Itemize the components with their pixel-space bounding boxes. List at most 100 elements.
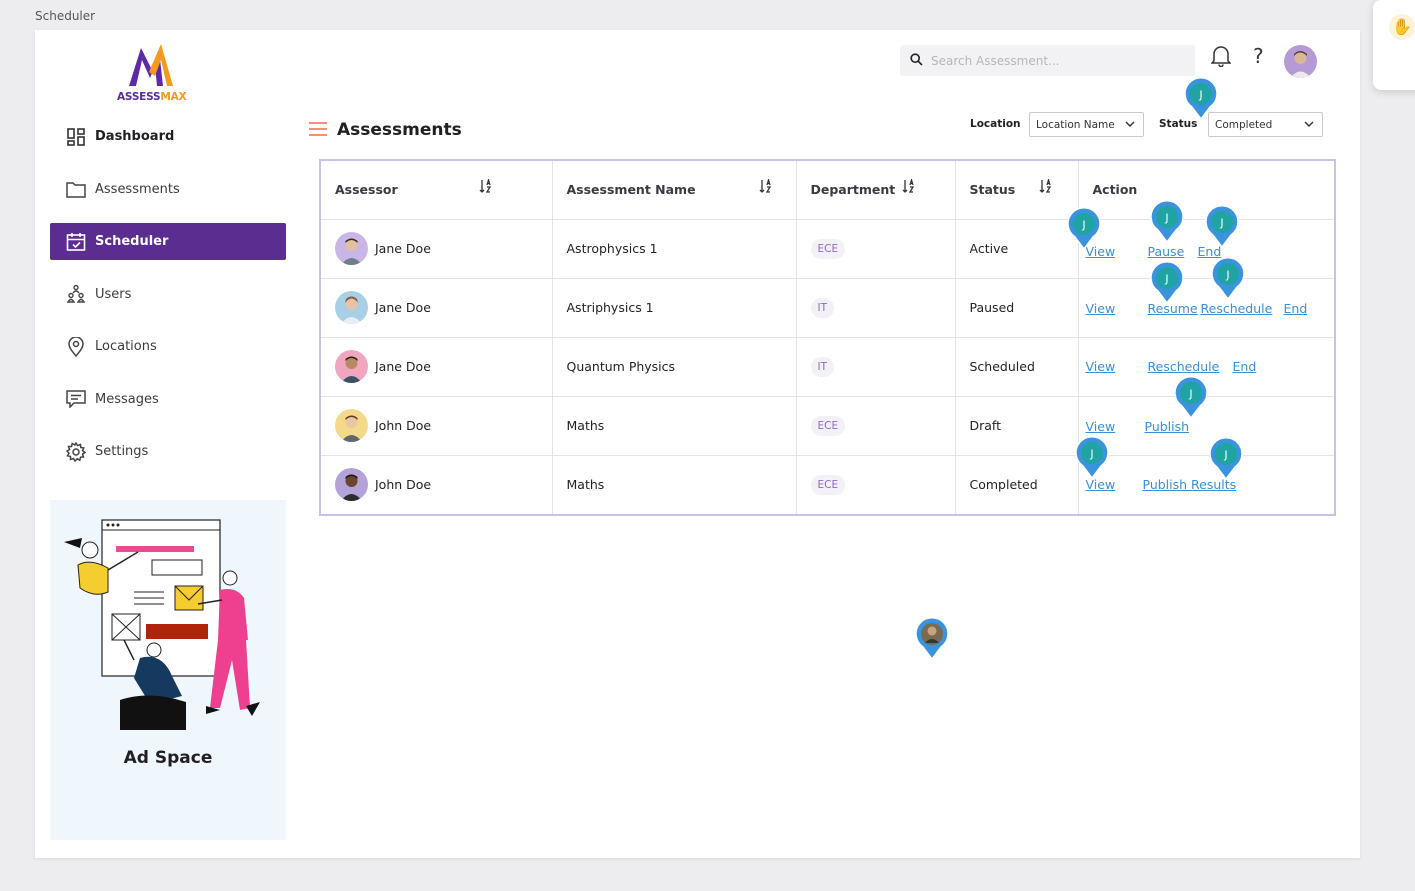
svg-text:J: J — [1198, 89, 1202, 102]
column-label: Action — [1092, 182, 1138, 198]
page-title: Assessments — [337, 120, 462, 140]
sort-icon[interactable] — [759, 179, 773, 193]
ad-title: Ad Space — [123, 748, 213, 768]
department-badge: ECE — [810, 474, 846, 495]
sidebar-item-assessments[interactable]: Assessments — [50, 171, 286, 208]
end-link[interactable]: End — [1232, 358, 1257, 374]
assessor-avatar — [335, 232, 368, 265]
view-link[interactable]: View — [1085, 476, 1116, 492]
sort-icon[interactable] — [1039, 179, 1053, 193]
avatar[interactable] — [1284, 45, 1317, 78]
view-link[interactable]: View — [1085, 300, 1116, 316]
sidebar-item-label: Messages — [95, 391, 159, 407]
view-link[interactable]: View — [1085, 418, 1116, 434]
svg-text:J: J — [1081, 219, 1085, 232]
comment-pin[interactable]: J — [1148, 199, 1186, 244]
assessment-name: Maths — [552, 455, 797, 514]
comment-pin[interactable]: J — [1182, 76, 1220, 121]
end-link[interactable]: End — [1283, 300, 1308, 316]
status-text: Completed — [955, 455, 1079, 514]
svg-text:J: J — [1219, 217, 1223, 230]
table-row: Jane Doe Astrophysics 1 ECE Active View … — [321, 219, 1334, 279]
logo-text: ASSESSMAX — [117, 91, 187, 103]
sidebar-item-label: Settings — [95, 444, 149, 459]
reschedule-link[interactable]: Reschedule — [1200, 300, 1273, 316]
search-input[interactable] — [931, 53, 1171, 68]
view-link[interactable]: View — [1085, 358, 1116, 374]
sidebar-item-locations[interactable]: Locations — [50, 328, 286, 365]
publish-link[interactable]: Publish — [1144, 418, 1190, 434]
assessor-avatar — [335, 350, 368, 383]
sort-icon[interactable] — [479, 179, 493, 193]
status-select[interactable]: Completed — [1208, 112, 1323, 137]
resume-link[interactable]: Resume — [1147, 300, 1198, 316]
comment-pin-avatar[interactable] — [913, 616, 951, 661]
column-label: Status — [969, 182, 1016, 198]
location-pin-icon — [66, 336, 86, 357]
assessor-name: Jane Doe — [375, 300, 431, 315]
assessor-name: Jane Doe — [375, 359, 431, 374]
assessor-name: John Doe — [375, 418, 432, 433]
department-badge: IT — [810, 356, 835, 377]
message-icon — [66, 389, 86, 409]
comment-pin[interactable]: J — [1148, 260, 1186, 305]
comment-pin[interactable]: J — [1207, 436, 1245, 481]
column-header-assessment-name[interactable]: Assessment Name — [552, 161, 797, 220]
sort-icon[interactable] — [902, 179, 916, 193]
pause-link[interactable]: Pause — [1147, 243, 1185, 259]
assessor-name: John Doe — [375, 477, 432, 493]
sidebar-item-dashboard[interactable]: Dashboard — [50, 118, 286, 155]
column-label: Assessment Name — [566, 182, 696, 198]
svg-text:J: J — [1188, 388, 1192, 401]
column-header-department[interactable]: Department — [796, 161, 956, 220]
bell-icon[interactable] — [1210, 45, 1232, 71]
app-card: ASSESSMAX Dashboard Assessments Schedule… — [35, 30, 1360, 858]
column-label: Department — [810, 182, 896, 198]
ad-illustration — [64, 519, 260, 730]
sidebar-item-scheduler[interactable]: Scheduler — [50, 223, 286, 260]
dashboard-icon — [66, 127, 86, 147]
assessment-name: Astrophysics 1 — [552, 219, 797, 279]
sidebar-item-settings[interactable]: Settings — [50, 433, 286, 470]
status-text: Scheduled — [955, 337, 1079, 397]
search-bar[interactable] — [900, 45, 1195, 76]
reschedule-link[interactable]: Reschedule — [1147, 358, 1220, 374]
end-link[interactable]: End — [1197, 243, 1222, 259]
status-text: Paused — [955, 278, 1079, 338]
table-row: Jane Doe Quantum Physics IT Scheduled Vi… — [321, 337, 1334, 397]
column-header-assessor[interactable]: Assessor — [321, 161, 553, 220]
location-select[interactable]: Location Name — [1029, 112, 1144, 137]
feedback-widget[interactable]: ✋ — [1373, 0, 1415, 90]
status-filter-label: Status — [1159, 118, 1198, 130]
comment-pin[interactable]: J — [1073, 435, 1111, 480]
hamburger-menu-icon[interactable] — [309, 121, 327, 140]
calendar-icon — [66, 232, 86, 252]
assessor-avatar — [335, 468, 368, 502]
comment-pin[interactable]: J — [1203, 204, 1241, 249]
sidebar-item-label: Users — [95, 286, 132, 302]
help-icon[interactable]: ? — [1253, 44, 1264, 68]
department-badge: ECE — [810, 238, 846, 259]
comment-pin[interactable]: J — [1209, 256, 1247, 301]
sidebar-item-label: Dashboard — [95, 129, 175, 144]
assessments-table: Assessor Assessment Name Department Stat… — [319, 159, 1336, 516]
publish-results-link[interactable]: Publish Results — [1142, 476, 1237, 492]
assessment-name: Astriphysics 1 — [552, 278, 797, 338]
table-row: John Doe Maths ECE Draft View Publish — [321, 396, 1334, 456]
assessor-name: Jane Doe — [375, 241, 431, 256]
gear-icon — [66, 441, 86, 462]
comment-pin[interactable]: J — [1172, 375, 1210, 420]
assessmax-logo: ASSESSMAX — [115, 42, 195, 106]
assessment-name: Quantum Physics — [552, 337, 797, 397]
users-icon — [66, 284, 86, 304]
view-link[interactable]: View — [1085, 243, 1116, 259]
column-header-status[interactable]: Status — [955, 161, 1079, 220]
sidebar-item-messages[interactable]: Messages — [50, 381, 286, 418]
window-title: Scheduler — [35, 9, 96, 23]
status-select-value: Completed — [1215, 118, 1273, 131]
sidebar-item-label: Assessments — [95, 181, 180, 197]
table-row: John Doe Maths ECE Completed View Publis… — [321, 455, 1334, 514]
sidebar-item-users[interactable]: Users — [50, 276, 286, 313]
comment-pin[interactable]: J — [1065, 206, 1103, 251]
svg-text:J: J — [1089, 448, 1093, 461]
